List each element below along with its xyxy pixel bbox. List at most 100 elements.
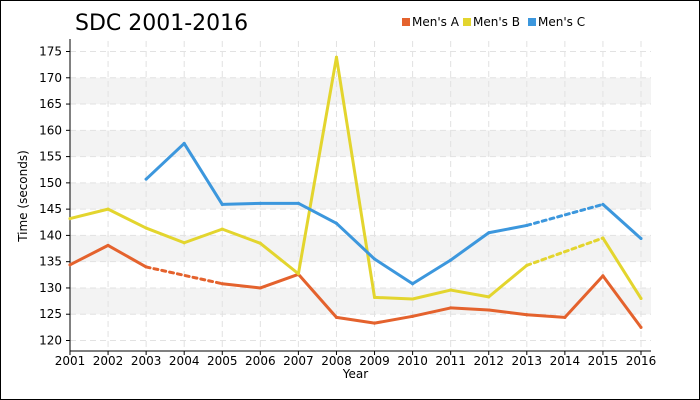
data-point [144,177,148,181]
y-tick-label: 135 [39,255,62,269]
series-segment [68,243,110,267]
data-point [411,297,415,301]
data-point [601,274,605,278]
series-segment [296,272,338,319]
data-point [296,272,300,276]
x-axis-label: Year [342,367,368,381]
data-point [449,258,453,262]
data-point [639,296,643,300]
series-segment [601,274,643,329]
data-point [373,257,377,261]
series-segment [373,257,415,286]
data-point [68,263,72,267]
x-tick-label: 2007 [283,354,314,368]
x-tick-label: 2004 [169,354,200,368]
series-segment [334,221,377,261]
x-tick-label: 2006 [245,354,276,368]
series-segment [487,263,529,299]
y-tick-label: 165 [39,97,62,111]
series-segment [525,236,605,267]
data-point [373,321,377,325]
series-segment [220,227,262,245]
legend-swatch [402,18,410,26]
y-tick-label: 160 [39,123,62,137]
series-segment [106,243,148,269]
series-segment [449,231,491,262]
series-segment [411,258,453,286]
series-segment [487,308,529,317]
data-point [258,241,262,245]
legend-swatch [463,18,471,26]
data-point [68,217,72,221]
x-tick-label: 2010 [397,354,428,368]
grid-band [70,235,651,262]
data-point [449,288,453,292]
data-point [601,236,605,240]
data-point [411,314,415,318]
series-segment [182,227,224,245]
legend-label: Men's B [473,15,520,29]
x-tick-label: 2011 [435,354,466,368]
data-point [258,286,262,290]
series-segment [144,265,224,286]
data-point [106,243,110,247]
data-point [487,295,491,299]
series-segment [525,202,605,227]
series-segment [258,272,300,290]
y-tick-label: 125 [39,307,62,321]
data-point [525,223,529,227]
data-point [601,202,605,206]
data-point [334,55,338,59]
x-tick-label: 2012 [473,354,504,368]
series-segment [373,314,415,325]
data-point [220,227,224,231]
y-tick-label: 155 [39,150,62,164]
series-segment [144,141,186,181]
data-point [639,237,643,241]
data-point [182,141,186,145]
series-segment [449,288,491,299]
series-segment [601,236,643,300]
grid-band [70,130,651,157]
series-segment [373,295,415,301]
data-point [182,241,186,245]
data-point [487,308,491,312]
chart-title: SDC 2001-2016 [75,11,249,36]
series-segment [525,313,567,319]
series-segment [220,282,262,290]
x-tick-label: 2014 [550,354,581,368]
x-tick-label: 2015 [588,354,619,368]
data-point [373,295,377,299]
y-tick-label: 140 [39,228,62,242]
series-segment [487,223,529,235]
series-segment [296,201,338,225]
series-segment [563,274,605,319]
data-point [449,306,453,310]
series-segment [68,207,110,221]
data-point [220,202,224,206]
legend-swatch [528,18,536,26]
data-point [144,226,148,230]
data-point [487,231,491,235]
grid-band [70,77,651,105]
data-point [144,265,148,269]
series-segment [601,202,643,241]
data-point [639,325,643,329]
series-segment [334,315,377,325]
data-point [334,221,338,225]
data-point [334,315,338,319]
x-tick-label: 2005 [207,354,238,368]
series-segment [296,55,338,276]
x-tick-label: 2008 [321,354,352,368]
x-tick-label: 2009 [359,354,390,368]
series-segment [220,201,262,206]
legend-label: Men's A [412,15,460,29]
y-tick-label: 130 [39,281,62,295]
data-point [411,282,415,286]
series-segment [106,207,148,230]
series-segment [411,288,453,301]
data-point [525,263,529,267]
series-segment [411,306,453,318]
